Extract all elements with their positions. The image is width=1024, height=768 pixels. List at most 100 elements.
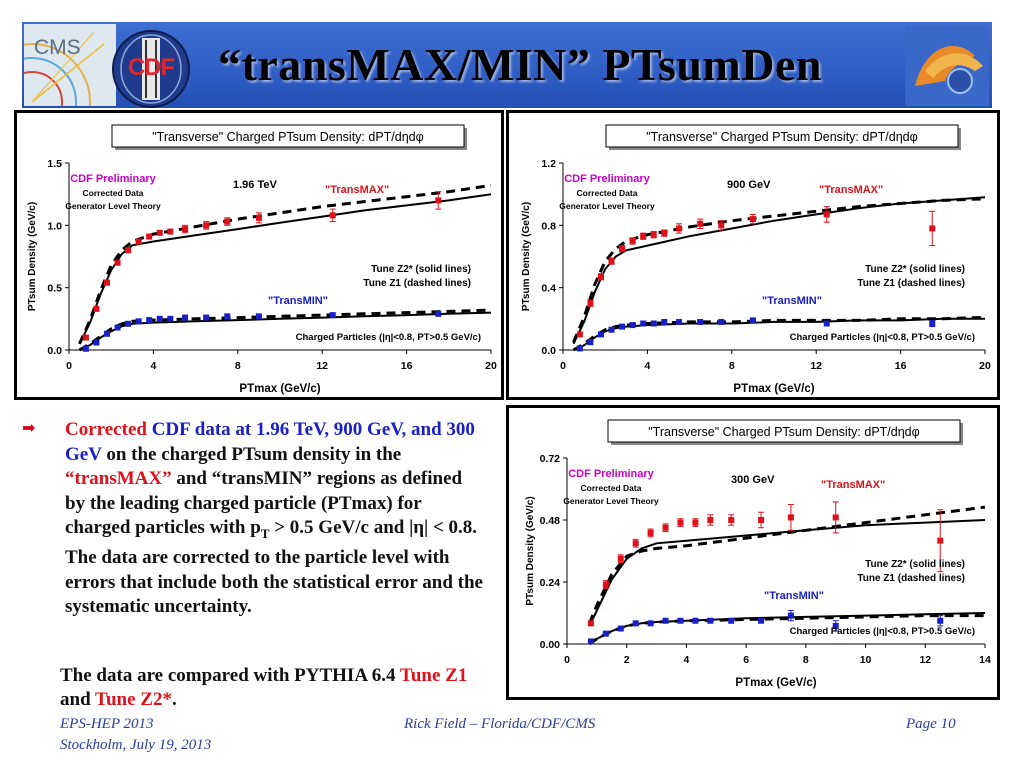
transmin-point — [617, 625, 624, 632]
transmax-point — [255, 214, 262, 221]
cdf-preliminary-label: CDF Preliminary — [70, 173, 156, 185]
x-tick-label: 0 — [564, 654, 570, 666]
transmax-point — [749, 216, 756, 223]
energy-label: 900 GeV — [727, 179, 771, 191]
transmin-point — [629, 322, 636, 329]
footer-conference: EPS-HEP 2013 — [60, 716, 154, 732]
x-tick-label: 8 — [729, 360, 735, 372]
x-tick-label: 0 — [66, 360, 72, 372]
transmin-point — [576, 345, 583, 352]
transmax-point — [167, 228, 174, 235]
compare-part: . — [171, 689, 177, 710]
y-axis-label: PTsum Density (GeV/c) — [525, 496, 536, 605]
footer-author: Rick Field – Florida/CDF/CMS — [404, 716, 596, 732]
tune-z2-curve — [588, 519, 986, 627]
transmax-point — [632, 540, 639, 547]
transmin-point — [435, 310, 442, 317]
y-axis-label: PTsum Density (GeV/c) — [521, 202, 532, 311]
transmax-point — [640, 233, 647, 240]
transmin-point — [587, 339, 594, 346]
compare-part: and — [60, 689, 96, 710]
footer-page: Page 10 — [906, 716, 956, 732]
cdf-preliminary-label: CDF Preliminary — [568, 468, 654, 480]
cms-logo-art — [24, 31, 105, 106]
transmin-point — [203, 314, 210, 321]
cdf-logo-art — [120, 34, 182, 104]
transmax-point — [608, 258, 615, 265]
transmax-point — [146, 233, 153, 240]
x-tick-label: 14 — [979, 654, 991, 666]
chart-300-gev: "Transverse" Charged PTsum Density: dPT/… — [525, 419, 991, 689]
x-tick-label: 2 — [624, 654, 630, 666]
transmin-point — [661, 318, 668, 325]
x-tick-label: 12 — [316, 360, 328, 372]
transmin-point — [93, 339, 100, 346]
bullet-part: and “transMIN” regions as defined by the… — [65, 468, 463, 538]
compare-part: Tune Z2* — [95, 689, 172, 710]
compare-part: Tune Z1 — [399, 665, 468, 686]
transmin-point — [156, 315, 163, 322]
y-tick-label: 0.0 — [541, 345, 556, 357]
transmin-point — [640, 320, 647, 327]
footer-location-date: Stockholm, July 19, 2013 — [60, 737, 212, 753]
transmin-point — [597, 331, 604, 338]
chart-title: "Transverse" Charged PTsum Density: dPT/… — [152, 130, 423, 144]
y-tick-label: 1.5 — [47, 158, 62, 170]
transmax-point — [676, 225, 683, 232]
transmax-point — [617, 555, 624, 562]
transmax-point — [650, 231, 657, 238]
transmin-point — [125, 320, 132, 327]
bullet-part: on the charged PTsum density in the — [101, 443, 402, 465]
tune-z1-curve — [588, 505, 986, 624]
generator-theory-label: Generator Level Theory — [65, 201, 161, 211]
selection-label: Charged Particles (|η|<0.8, PT>0.5 GeV/c… — [790, 626, 975, 637]
transmin-point — [787, 612, 794, 619]
transmax-point — [661, 230, 668, 237]
transmin-point — [758, 617, 765, 624]
transmin-point — [182, 314, 189, 321]
x-tick-label: 4 — [644, 360, 650, 372]
bullet-part: “transMAX” — [65, 468, 172, 489]
transmin-point — [650, 320, 657, 327]
x-tick-label: 12 — [919, 654, 931, 666]
transmax-point — [82, 334, 89, 341]
chart-title: "Transverse" Charged PTsum Density: dPT/… — [648, 425, 919, 439]
x-tick-label: 10 — [860, 654, 872, 666]
tune-z1-curve — [78, 308, 492, 352]
transmax-point — [758, 517, 765, 523]
transmin-point — [329, 312, 336, 319]
tune-z1-curve — [572, 315, 986, 352]
transmax-point — [662, 524, 669, 531]
transmax-point — [587, 620, 594, 627]
chart-900-gev: "Transverse" Charged PTsum Density: dPT/… — [521, 124, 991, 395]
corrected-data-label: Corrected Data — [83, 188, 144, 198]
x-tick-label: 16 — [401, 360, 413, 372]
transmin-point — [832, 622, 839, 629]
compare-paragraph: The data are compared with PYTHIA 6.4 Tu… — [60, 664, 500, 712]
tune-z1-curve — [572, 197, 986, 343]
transmax-point — [929, 225, 936, 232]
transmin-point — [728, 617, 735, 624]
transmin-point — [647, 620, 654, 627]
transmin-point — [167, 315, 174, 322]
compare-part: The data are compared with PYTHIA 6.4 — [60, 665, 400, 686]
tune-z2-legend: Tune Z2* (solid lines) — [865, 264, 965, 275]
cdf-logo: CDF — [112, 30, 190, 108]
chart-panel-1960: "Transverse" Charged PTsum Density: dPT/… — [14, 110, 504, 400]
x-tick-label: 6 — [743, 654, 749, 666]
transmin-point — [697, 318, 704, 325]
transmin-point — [823, 320, 830, 327]
chart-1960-gev: "Transverse" Charged PTsum Density: dPT/… — [27, 124, 497, 395]
transmax-point — [224, 218, 231, 225]
cms-logo-text: CMS — [34, 36, 81, 59]
x-tick-label: 20 — [979, 360, 991, 372]
y-tick-label: 0.48 — [540, 515, 561, 527]
transmax-point — [787, 514, 794, 521]
x-tick-label: 4 — [150, 360, 156, 372]
tune-z2-curve — [78, 193, 492, 345]
transmax-point — [103, 279, 110, 286]
transmax-point — [692, 519, 699, 526]
chart-panel-300: "Transverse" Charged PTsum Density: dPT/… — [506, 405, 1000, 700]
transmin-point — [632, 620, 639, 627]
y-tick-label: 1.0 — [47, 220, 62, 232]
